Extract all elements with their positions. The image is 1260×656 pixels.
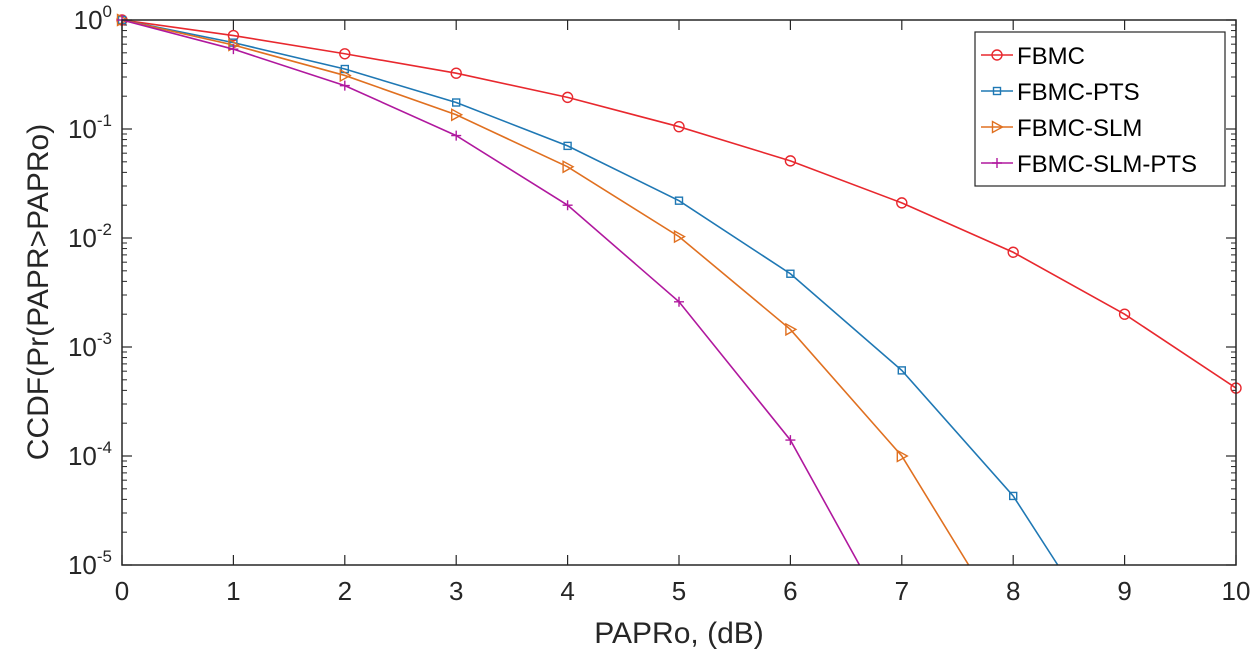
y-axis-title: CCDF(Pr(PAPR>PAPRo) (22, 124, 55, 460)
series-line-fbmc-slm-pts (121, 19, 861, 566)
legend-marker (992, 158, 1002, 168)
legend-marker (991, 49, 1003, 61)
x-tick-label: 3 (449, 576, 463, 606)
legend: FBMC FBMC-PTS FBMC-SLM FBMC-SLM-PTS (974, 31, 1226, 187)
data-point-fbmc-pts (563, 141, 572, 151)
series-line-fbmc (121, 19, 1237, 389)
data-point-fbmc (673, 120, 685, 133)
data-point-fbmc (561, 91, 574, 104)
legend-item-fbmc: FBMC (981, 43, 1085, 70)
data-point-fbmc-slm (785, 322, 798, 337)
data-point-fbmc-slm (339, 68, 352, 83)
y-tick-label: 10-1 (68, 111, 112, 144)
y-tick-label: 10-3 (68, 329, 112, 362)
data-point-fbmc-slm (562, 160, 575, 174)
legend-box (974, 31, 1226, 187)
x-tick-labels: 0 1 2 3 4 5 6 7 8 9 10 (115, 576, 1251, 606)
data-point-fbmc-pts (786, 269, 795, 278)
data-point-fbmc-pts (897, 366, 906, 375)
data-point-fbmc (896, 197, 908, 209)
legend-marker (992, 86, 1002, 96)
legend-label: FBMC-SLM-PTS (1017, 151, 1197, 178)
y-tick-label: 10-2 (68, 220, 112, 253)
series-line-fbmc-pts (121, 19, 1059, 566)
data-point-fbmc-slm-pts (562, 200, 573, 211)
data-point-fbmc (1007, 246, 1019, 258)
data-point-fbmc-slm (451, 108, 464, 122)
data-point-fbmc (784, 155, 797, 167)
series-fbmc-slm-pts (117, 15, 861, 566)
y-tick-labels: 100 10-1 10-2 10-3 10-4 10-5 (68, 2, 112, 580)
legend-marker (991, 120, 1004, 134)
x-tick-label: 4 (560, 576, 574, 606)
data-point-fbmc (450, 67, 462, 79)
data-point-fbmc (1118, 308, 1131, 320)
y-tick-label: 10-4 (68, 438, 112, 471)
plot-frame (121, 19, 1237, 566)
data-point-fbmc-pts (452, 98, 461, 107)
data-point-fbmc-slm-pts (339, 80, 350, 91)
legend-item-fbmc-slm-pts: FBMC-SLM-PTS (981, 151, 1197, 178)
data-point-fbmc (339, 48, 351, 60)
data-point-fbmc-pts (1009, 491, 1018, 501)
data-point-fbmc-slm-pts (785, 435, 796, 446)
legend-label: FBMC-PTS (1017, 79, 1140, 106)
x-tick-label: 0 (115, 576, 129, 606)
data-point-fbmc (227, 29, 240, 42)
x-axis-title: PAPRo, (dB) (594, 617, 764, 650)
x-tick-label: 10 (1222, 576, 1251, 606)
legend-item-fbmc-pts: FBMC-PTS (981, 79, 1140, 106)
x-tick-label: 5 (672, 576, 686, 606)
legend-label: FBMC-SLM (1017, 115, 1142, 142)
x-tick-label: 1 (226, 576, 240, 606)
data-point-fbmc-slm-pts (228, 44, 239, 55)
x-tick-label: 6 (783, 576, 797, 606)
x-tick-label: 8 (1006, 576, 1020, 606)
data-point-fbmc-slm (896, 449, 909, 463)
data-point-fbmc-pts (674, 196, 684, 205)
y-tick-label: 10-5 (68, 547, 112, 580)
x-tick-label: 7 (895, 576, 909, 606)
data-point-fbmc-slm-pts (674, 296, 684, 307)
series-line-fbmc-slm (121, 19, 970, 566)
y-tick-label: 100 (74, 2, 112, 35)
axis-ticks (121, 19, 1237, 566)
data-point-fbmc-slm (673, 229, 686, 244)
legend-label: FBMC (1017, 43, 1085, 70)
x-tick-label: 9 (1117, 576, 1131, 606)
x-tick-label: 2 (338, 576, 352, 606)
legend-item-fbmc-slm: FBMC-SLM (981, 115, 1142, 142)
data-point-fbmc-slm-pts (451, 130, 462, 141)
